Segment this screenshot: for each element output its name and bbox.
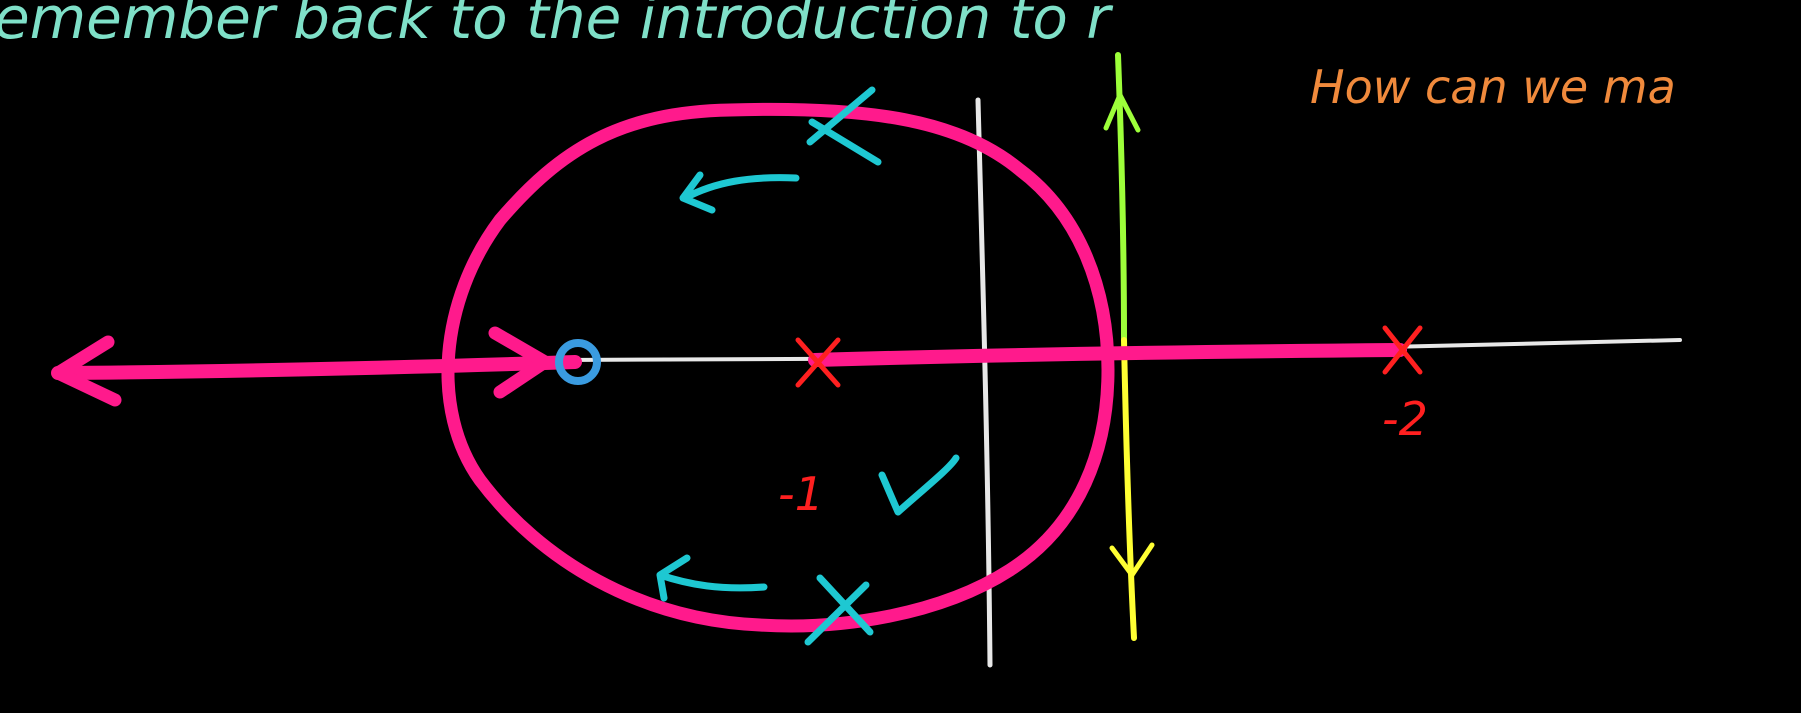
zero-marker xyxy=(555,339,601,385)
label-minus-one: -1 xyxy=(778,467,824,521)
pole-marker-minus-two xyxy=(1382,325,1423,375)
motion-arrow-lower xyxy=(656,554,768,602)
side-note: How can we ma xyxy=(1310,60,1676,114)
imaginary-axis-lower xyxy=(1121,337,1137,641)
pole-marker-minus-one xyxy=(795,337,841,388)
root-locus-real-segment xyxy=(51,343,1407,380)
arrow-left-icon xyxy=(51,335,122,407)
arrow-down-icon xyxy=(1109,542,1155,578)
arrow-right-icon xyxy=(488,326,552,399)
label-minus-two: -2 xyxy=(1382,392,1428,446)
motion-arrow-upper xyxy=(679,171,800,214)
pole-marker-upper xyxy=(806,86,882,166)
check-mark-icon xyxy=(878,454,960,516)
pole-marker-lower xyxy=(804,574,874,646)
top-caption: emember back to the introduction to r xyxy=(0,0,1113,52)
arrow-up-icon xyxy=(1103,92,1141,133)
